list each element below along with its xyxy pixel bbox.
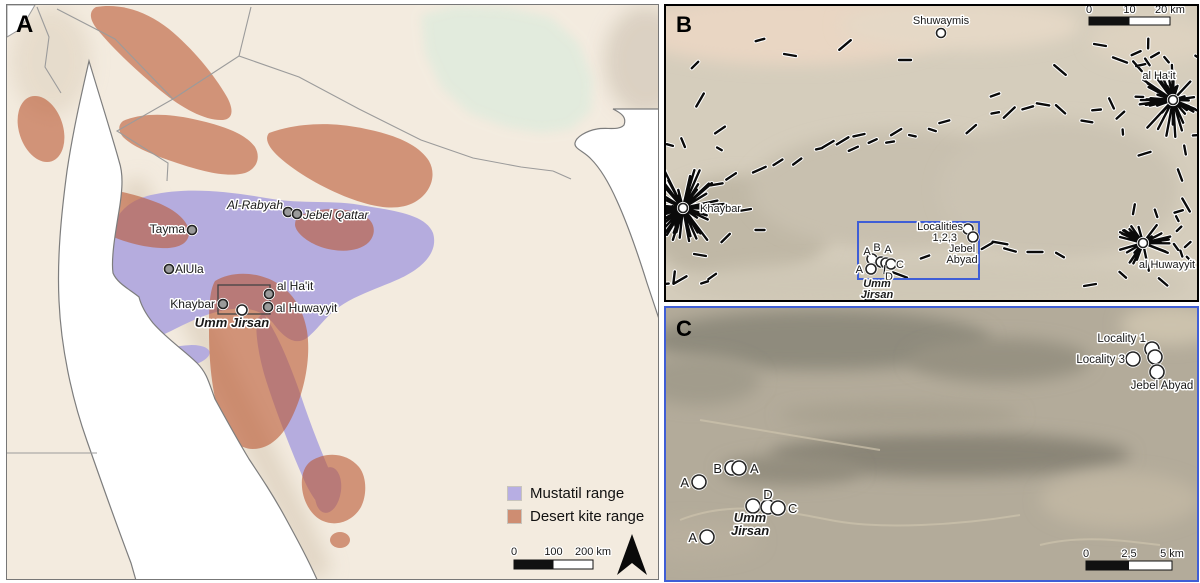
area-label: Localities xyxy=(917,221,963,233)
map-label: Locality 1 xyxy=(1097,333,1146,345)
site-label: Khaybar xyxy=(700,203,741,215)
cave-site-marker xyxy=(770,500,786,516)
panel-b: Shuwaymis Khaybar al Ha'it al Huwayyit Local… xyxy=(664,4,1199,302)
map-label: Locality 3 xyxy=(1076,354,1125,366)
legend-item: Desert kite range xyxy=(507,508,644,525)
legend: Mustatil range Desert kite range xyxy=(507,485,644,525)
cave-site-marker xyxy=(1125,351,1141,367)
cave-site-marker xyxy=(699,529,715,545)
map-label: D xyxy=(763,487,772,502)
cave-letter-label: A xyxy=(884,244,892,256)
cave-letter-label: A xyxy=(863,246,871,258)
site-label: al Huwayyit xyxy=(276,301,338,315)
site-label-umm-jirsan: Jirsan xyxy=(731,523,769,538)
site-label: Tayma xyxy=(150,222,186,236)
site-label: Khaybar xyxy=(170,297,215,311)
sea-layer xyxy=(7,5,658,579)
site-label-umm-jirsan: Umm Jirsan xyxy=(195,315,269,330)
site-label: Jebel Qattar xyxy=(302,208,369,222)
site-label-umm-jirsan: Umm xyxy=(863,278,891,290)
legend-item: Mustatil range xyxy=(507,485,644,502)
scalebar-label: 0 xyxy=(1086,6,1092,16)
country-borders xyxy=(7,6,572,454)
scalebar: 0 10 20 km xyxy=(1085,6,1186,26)
site-label-umm-jirsan: Jirsan xyxy=(861,289,894,300)
cave-site-marker xyxy=(1147,349,1163,365)
scalebar: 0 100 200 km xyxy=(510,545,612,570)
kite-marks xyxy=(666,36,1197,300)
sites: Shuwaymis Khaybar al Ha'it al Huwayyit Local… xyxy=(676,14,1197,300)
legend-swatch xyxy=(507,486,522,501)
panel-b-map: Shuwaymis Khaybar al Ha'it al Huwayyit Local… xyxy=(666,6,1197,300)
cave-site-marker xyxy=(1149,364,1165,380)
map-label: A xyxy=(688,530,697,545)
north-arrow xyxy=(617,534,647,575)
site-marker-khaybar xyxy=(217,298,229,310)
site-marker-al-huwayyit xyxy=(262,301,274,313)
cave-letter-label: C xyxy=(896,259,904,271)
scalebar-label: 2,5 xyxy=(1121,548,1136,560)
site-label-umm-jirsan: Umm xyxy=(734,510,767,525)
site-marker-al-ha-it xyxy=(1167,94,1179,106)
cave-letter-label: B xyxy=(873,242,880,254)
site-label: al Ha'it xyxy=(1142,70,1175,82)
map-label: B xyxy=(713,461,722,476)
site-label: Shuwaymis xyxy=(913,15,970,27)
site-marker-khaybar xyxy=(677,202,689,214)
desert-kite-range-layer xyxy=(17,5,433,548)
legend-swatch xyxy=(507,509,522,524)
site-label: Al-Rabyah xyxy=(226,198,283,212)
site-label: AlUla xyxy=(175,262,204,276)
map-label: A xyxy=(750,461,759,476)
cave-site-marker xyxy=(865,263,877,275)
site-marker-alula xyxy=(163,263,175,275)
panel-a-letter: A xyxy=(16,11,34,38)
panel-c: B A A D C A Locality 1 Locality 3 Jebel Abyad Umm… xyxy=(664,306,1199,582)
scalebar-label: 20 km xyxy=(1155,6,1185,16)
scalebar-label: 200 km xyxy=(575,546,611,558)
map-label: C xyxy=(788,501,797,516)
legend-label: Desert kite range xyxy=(530,508,645,525)
cave-site-marker xyxy=(885,258,897,270)
scalebar-label: 10 xyxy=(1123,6,1135,16)
site-marker-umm-jirsan xyxy=(236,304,248,316)
area-label: 1,2,3 xyxy=(933,232,957,244)
scalebar: 0 2,5 5 km xyxy=(1082,547,1185,571)
area-label: Abyad xyxy=(946,254,977,266)
panel-b-letter: B xyxy=(676,12,692,37)
cave-site-marker xyxy=(731,460,747,476)
site-marker-tayma xyxy=(186,224,198,236)
sites: Tayma AlUla Al-Rabyah Jebel Qattar al Ha'it K… xyxy=(148,197,371,332)
panel-a-map: Tayma AlUla Al-Rabyah Jebel Qattar al Ha'it K… xyxy=(7,5,658,579)
inset-extent-rectangle-blue xyxy=(857,221,980,280)
area-label: Jebel xyxy=(949,243,975,255)
site-marker-jebel-qattar xyxy=(291,208,303,220)
panel-c-letter: C xyxy=(676,316,692,341)
panel-a: Tayma AlUla Al-Rabyah Jebel Qattar al Ha'it K… xyxy=(6,4,659,580)
site-marker-shuwaymis xyxy=(935,27,947,39)
site-label: al Ha'it xyxy=(277,279,314,293)
map-label: A xyxy=(680,475,689,490)
scalebar-label: 5 km xyxy=(1160,548,1184,560)
site-marker-al-ha-it xyxy=(263,288,275,300)
scalebar-label: 0 xyxy=(511,546,517,558)
site-label: al Huwayyit xyxy=(1139,259,1195,271)
legend-label: Mustatil range xyxy=(530,485,625,502)
locality-marker xyxy=(967,231,979,243)
map-label: Jebel Abyad xyxy=(1131,380,1194,392)
cave-letter-label: D xyxy=(885,271,893,283)
terrain-shading xyxy=(666,308,1197,560)
cave-site-marker xyxy=(691,474,707,490)
cave-letter-label: A xyxy=(856,264,864,276)
scalebar-label: 100 xyxy=(544,546,562,558)
scalebar-label: 0 xyxy=(1083,548,1089,560)
site-marker-al-huwayyit xyxy=(1137,237,1149,249)
